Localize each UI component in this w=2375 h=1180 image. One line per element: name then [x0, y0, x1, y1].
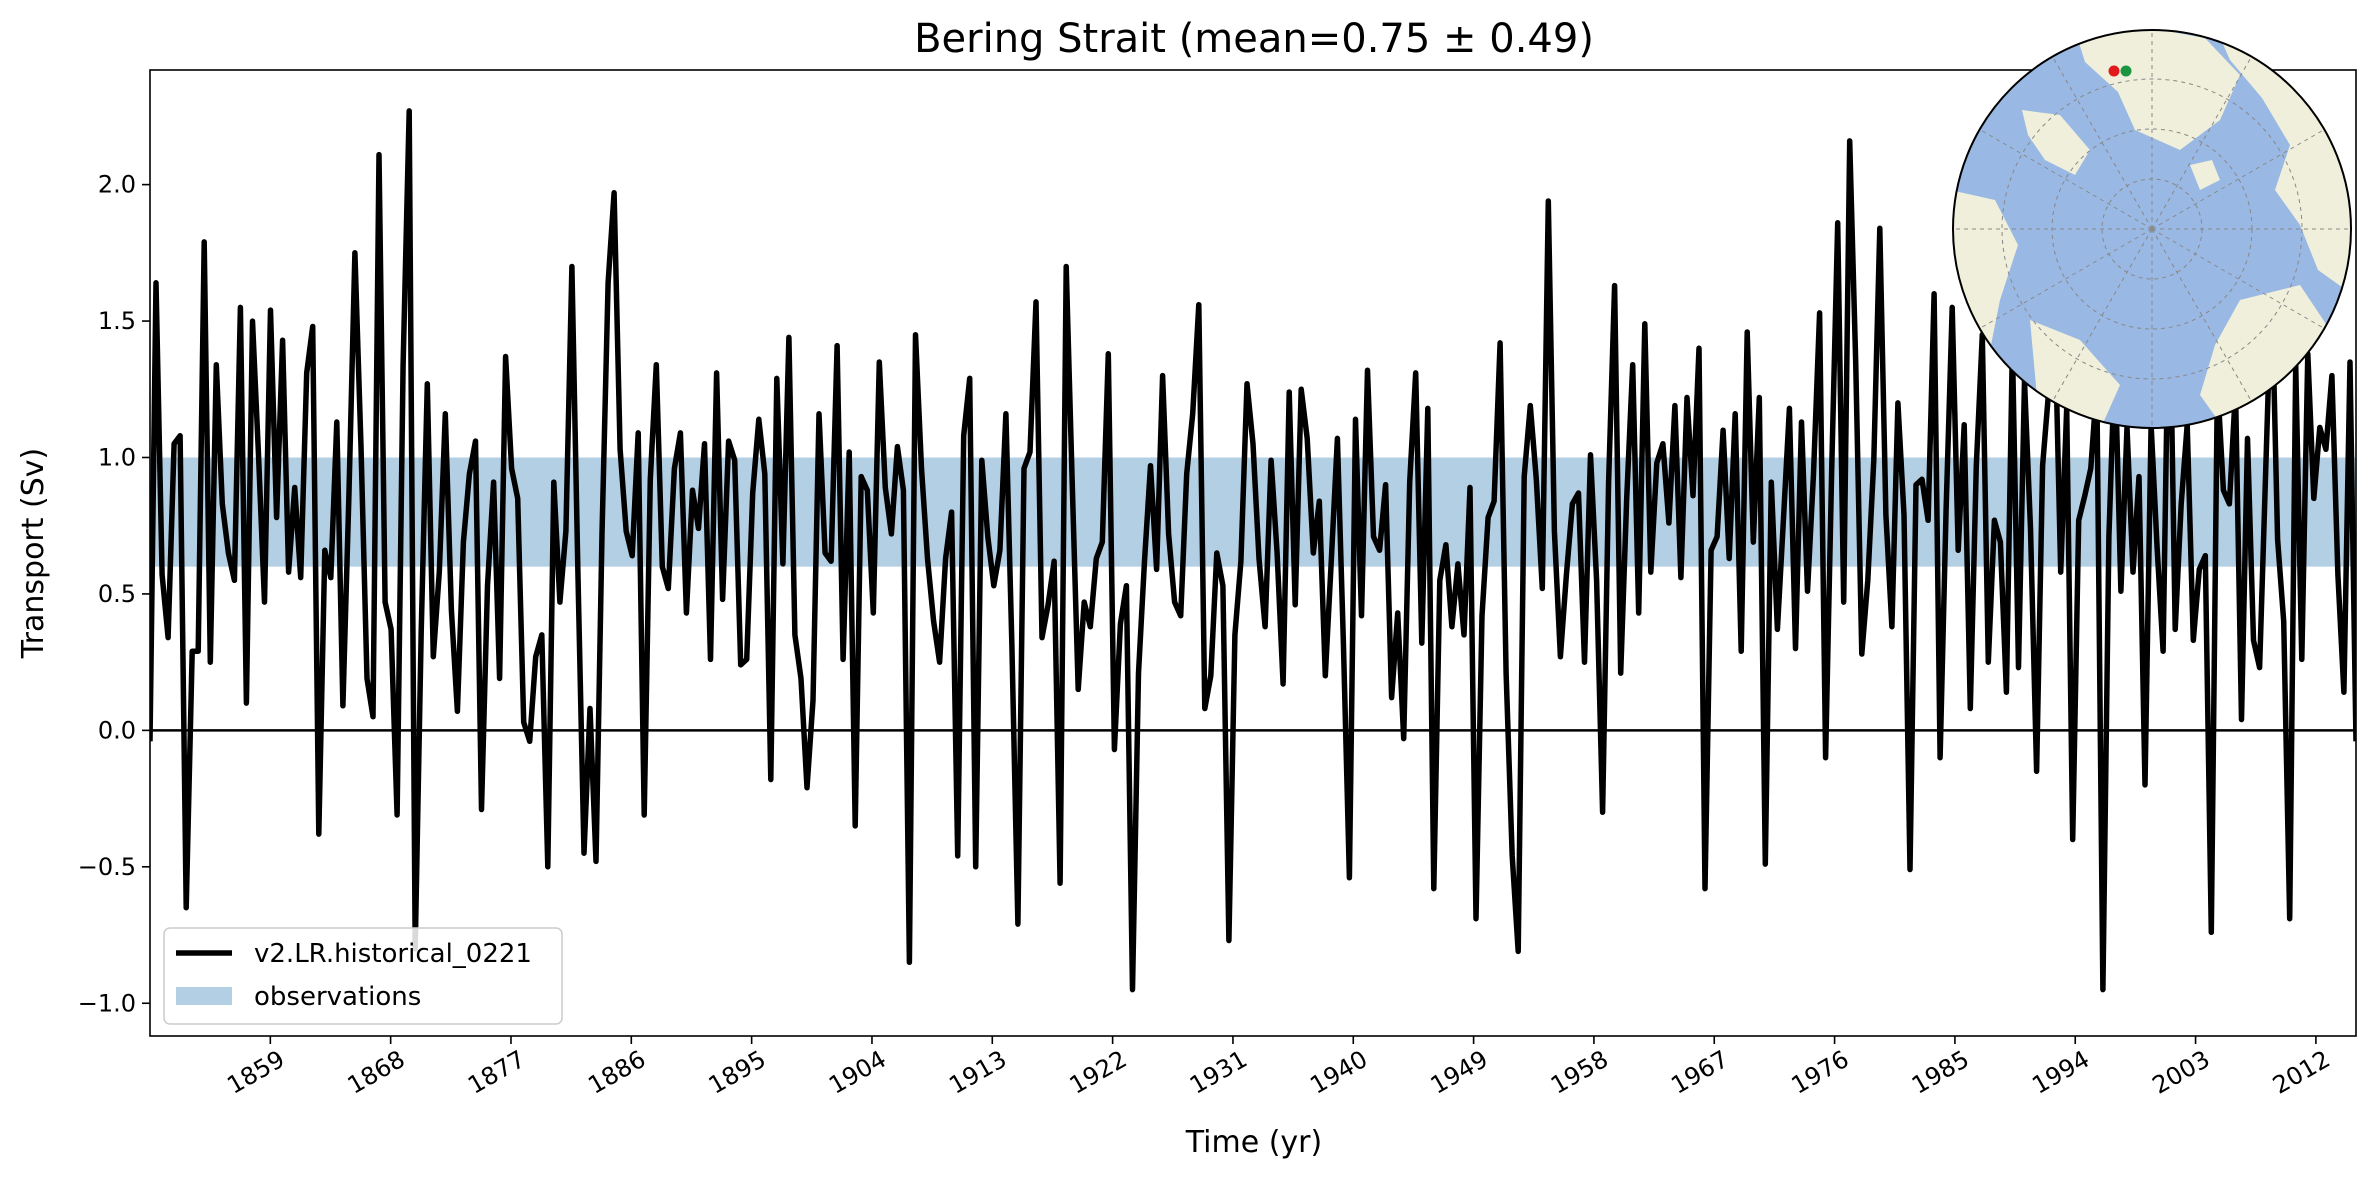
map-meridian	[2151, 56, 2252, 230]
map-meridian	[1979, 228, 2153, 329]
map-marker-end	[2120, 65, 2132, 77]
map-marker-start	[2108, 65, 2120, 77]
plot-area	[150, 108, 2356, 993]
chart-title: Bering Strait (mean=0.75 ± 0.49)	[914, 16, 1594, 62]
map-meridian	[2052, 228, 2153, 402]
y-axis-label: Transport (Sv)	[16, 448, 51, 660]
y-tick-label: 0.5	[98, 580, 136, 608]
map-land-canada-islands	[2022, 110, 2090, 175]
map-meridian	[1979, 129, 2153, 230]
map-graticule	[1953, 30, 2351, 428]
map-meridian	[2151, 228, 2252, 402]
legend: v2.LR.historical_0221 observations	[163, 927, 563, 1025]
legend-label-model: v2.LR.historical_0221	[254, 939, 532, 969]
y-tick-label: 2.0	[98, 171, 136, 199]
legend-label-observations: observations	[254, 982, 421, 1012]
map-land-scandinavia	[2200, 285, 2330, 428]
inset-polar-map	[1952, 29, 2352, 429]
map-latitude-circle	[2001, 78, 2303, 380]
legend-band-swatch	[176, 987, 232, 1005]
y-axis-ticks: −1.0 −0.5 0.0 0.5 1.0 1.5 2.0	[78, 171, 150, 1017]
series-line	[150, 108, 2356, 993]
y-tick-label: 0.0	[98, 716, 136, 744]
map-land-greenland	[2075, 30, 2240, 150]
map-meridian	[2151, 129, 2325, 230]
y-tick-label: −1.0	[78, 989, 136, 1017]
map-land-svalbard	[2190, 160, 2220, 190]
map-border	[1952, 29, 2352, 429]
legend-box	[163, 927, 563, 1025]
map-meridian	[2151, 228, 2325, 329]
y-tick-label: 1.0	[98, 443, 136, 471]
y-tick-label: −0.5	[78, 853, 136, 881]
x-axis-label: Time (yr)	[1185, 1125, 1322, 1160]
map-meridian	[2052, 56, 2153, 230]
y-tick-label: 1.5	[98, 307, 136, 335]
plot-frame	[149, 69, 2357, 1037]
